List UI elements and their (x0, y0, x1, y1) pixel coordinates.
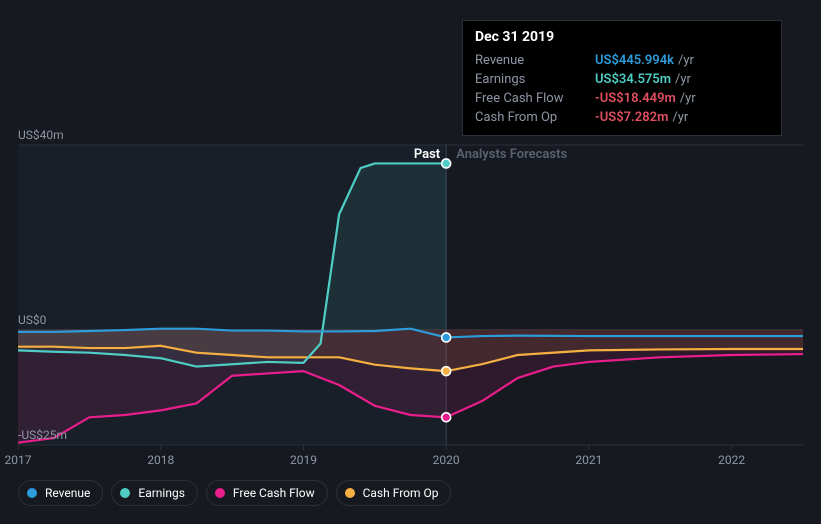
tooltip-row-value: -US$7.282m (595, 110, 668, 125)
legend-item-fcf[interactable]: Free Cash Flow (206, 480, 328, 506)
tooltip-row: RevenueUS$445.994k/yr (475, 51, 769, 70)
legend-item-revenue[interactable]: Revenue (18, 480, 103, 506)
tooltip-row-value: US$34.575m (595, 72, 671, 87)
tooltip-row-label: Revenue (475, 53, 595, 68)
cfo-marker-dot (442, 367, 451, 376)
legend-dot-icon (345, 488, 355, 498)
legend-label: Free Cash Flow (233, 486, 315, 500)
legend-dot-icon (120, 488, 130, 498)
legend-dot-icon (27, 488, 37, 498)
tooltip-row-value: -US$18.449m (595, 91, 676, 106)
chart-legend: Revenue Earnings Free Cash Flow Cash From O… (18, 480, 451, 506)
legend-item-cfo[interactable]: Cash From Op (336, 480, 452, 506)
revenue-marker-dot (442, 333, 451, 342)
tooltip-row-value: US$445.994k (595, 53, 674, 68)
tooltip-row-suffix: /yr (675, 72, 691, 87)
section-label-forecast: Analysts Forecasts (456, 147, 567, 162)
x-tick-label: 2018 (147, 453, 174, 467)
y-tick-label: US$0 (18, 313, 46, 327)
x-tick-label: 2019 (290, 453, 317, 467)
tooltip-row: Cash From Op-US$7.282m/yr (475, 108, 769, 127)
legend-item-earnings[interactable]: Earnings (111, 480, 198, 506)
tooltip-row-suffix: /yr (680, 91, 696, 106)
y-tick-label: US$40m (18, 128, 64, 142)
x-tick-label: 2020 (433, 453, 460, 467)
tooltip-row-label: Earnings (475, 72, 595, 87)
tooltip-date: Dec 31 2019 (475, 29, 769, 45)
legend-label: Cash From Op (363, 486, 439, 500)
section-label-past: Past (414, 147, 440, 162)
tooltip-row-suffix: /yr (678, 53, 694, 68)
tooltip-row: Free Cash Flow-US$18.449m/yr (475, 89, 769, 108)
x-tick-label: 2021 (575, 453, 602, 467)
tooltip-row-label: Cash From Op (475, 110, 595, 125)
x-tick-label: 2022 (718, 453, 745, 467)
fcf-marker-dot (442, 413, 451, 422)
legend-dot-icon (215, 488, 225, 498)
financial-chart: US$40m US$0 -US$25m 2017 2018 2019 2020 2021 20… (0, 0, 821, 524)
earnings-marker-dot (442, 159, 451, 168)
tooltip-row: EarningsUS$34.575m/yr (475, 70, 769, 89)
tooltip-row-suffix: /yr (672, 110, 688, 125)
x-tick-label: 2017 (5, 453, 32, 467)
legend-label: Revenue (45, 486, 90, 500)
chart-tooltip: Dec 31 2019 RevenueUS$445.994k/yrEarning… (462, 20, 782, 136)
legend-label: Earnings (138, 486, 185, 500)
y-tick-label: -US$25m (18, 428, 67, 442)
tooltip-row-label: Free Cash Flow (475, 91, 595, 106)
